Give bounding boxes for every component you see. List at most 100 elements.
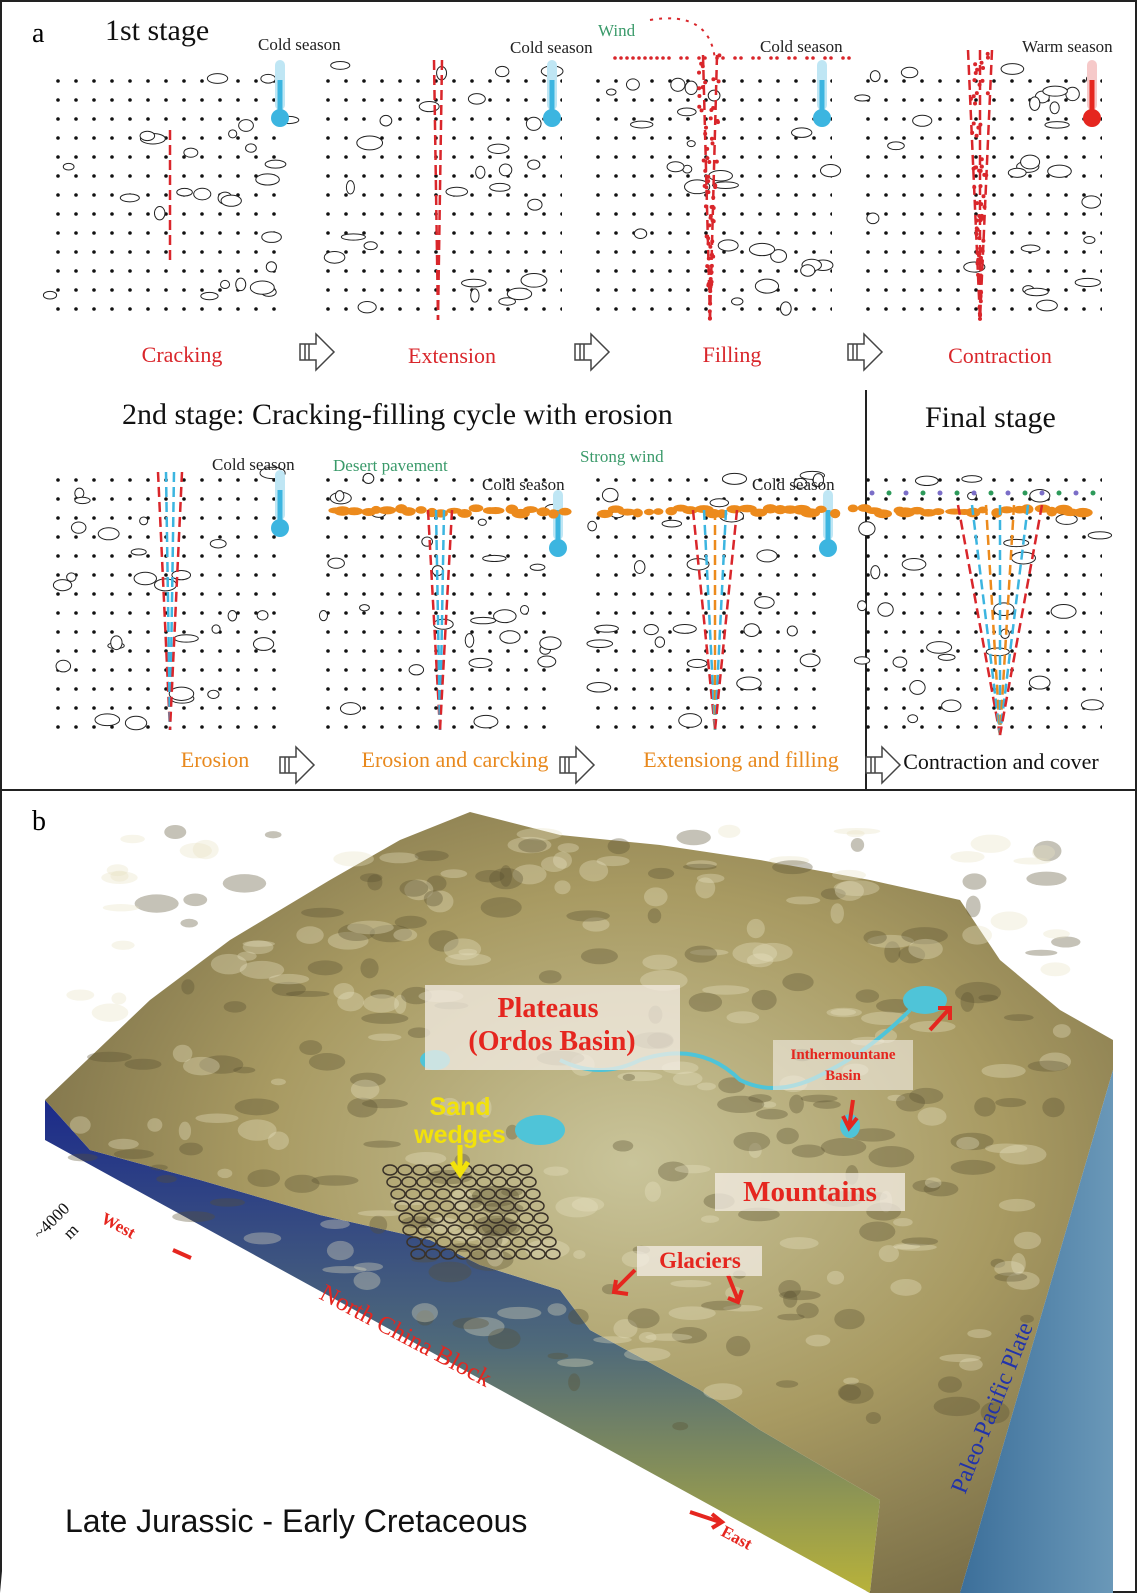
relief [939,1354,981,1362]
relief [347,921,394,935]
relief [747,919,765,938]
relief [835,881,864,901]
relief [568,1309,589,1325]
relief [333,851,374,866]
pebble [358,301,376,312]
pebble [111,636,122,650]
pebble [207,74,227,84]
relief [613,1140,634,1151]
fill-grain [705,264,709,268]
relief [981,1064,1025,1078]
cover-grain [989,491,994,496]
pebble [75,488,84,498]
fill-grain [980,79,984,83]
fill-grain [715,160,719,164]
pebble [587,640,613,648]
pebble [210,540,226,548]
panel-label: b [32,806,46,837]
relief [360,958,378,978]
step-label: Contraction and cover [903,749,1099,774]
pebble [870,71,880,82]
relief [156,1175,177,1183]
relief [210,1198,245,1206]
relief [543,1166,568,1175]
fill-grain [709,116,713,120]
pebble [927,642,952,654]
pebble [1025,288,1048,296]
relief [488,1328,521,1349]
relief [301,908,344,918]
pebble [867,213,879,224]
thermometer [820,80,825,112]
relief [995,1098,1026,1107]
relief [367,874,382,890]
pebble [250,281,274,294]
relief [752,990,777,1010]
cover-grain [955,491,960,496]
relief [452,1318,489,1330]
relief [354,1263,383,1271]
cover-grain [1006,491,1011,496]
relief [826,1008,861,1018]
pebble [678,108,697,116]
pebble [120,194,139,202]
fill-grain [811,56,815,60]
pebble [409,665,423,675]
relief [863,931,886,945]
fill-grain [708,317,712,321]
pavement [874,509,892,518]
pebble [125,716,146,729]
thermometer [550,80,555,112]
relief [985,1144,1027,1154]
relief [1028,1061,1069,1072]
relief [224,1001,247,1013]
cover-grain [1023,491,1028,496]
pavement [848,504,858,512]
pebble [902,558,926,570]
relief [110,871,128,882]
fill-grain [613,56,617,60]
fill-grain [976,126,980,130]
pebble [1021,155,1040,169]
fill-grain [978,313,982,317]
relief [893,1218,913,1226]
stage-title: Final stage [925,401,1056,434]
relief [183,893,207,906]
map-label: (Ordos Basin) [468,1026,635,1057]
pebble [994,603,1014,616]
relief [179,1143,203,1156]
fill-grain [980,61,984,65]
pebble [942,700,961,712]
fill-grain [705,156,709,160]
thermometer [1090,80,1095,112]
relief [786,896,820,904]
pavement [401,507,415,516]
relief [358,1210,403,1216]
pebble [915,476,938,485]
pebble [667,162,684,172]
fill-grain [717,79,721,83]
relief [675,1165,711,1173]
relief [440,869,467,878]
relief [994,1272,1027,1281]
pebble [913,115,932,126]
fill-grain [701,64,705,68]
pebble [910,681,925,695]
thermometer [278,490,283,522]
fill-grain [976,273,980,277]
pebble [634,229,646,239]
step-label: Erosion and carcking [362,747,549,772]
pebble [360,605,370,611]
relief [1020,1315,1034,1323]
relief [918,1107,947,1125]
relief [834,1309,864,1329]
pavement [548,509,559,518]
pebble [419,101,439,111]
map-label: Basin [825,1068,862,1084]
fill-grain [979,256,983,260]
relief [268,1131,289,1149]
fill-grain [978,294,982,298]
fill-grain [707,223,711,227]
pebble [434,619,454,629]
pebble [1050,102,1059,114]
